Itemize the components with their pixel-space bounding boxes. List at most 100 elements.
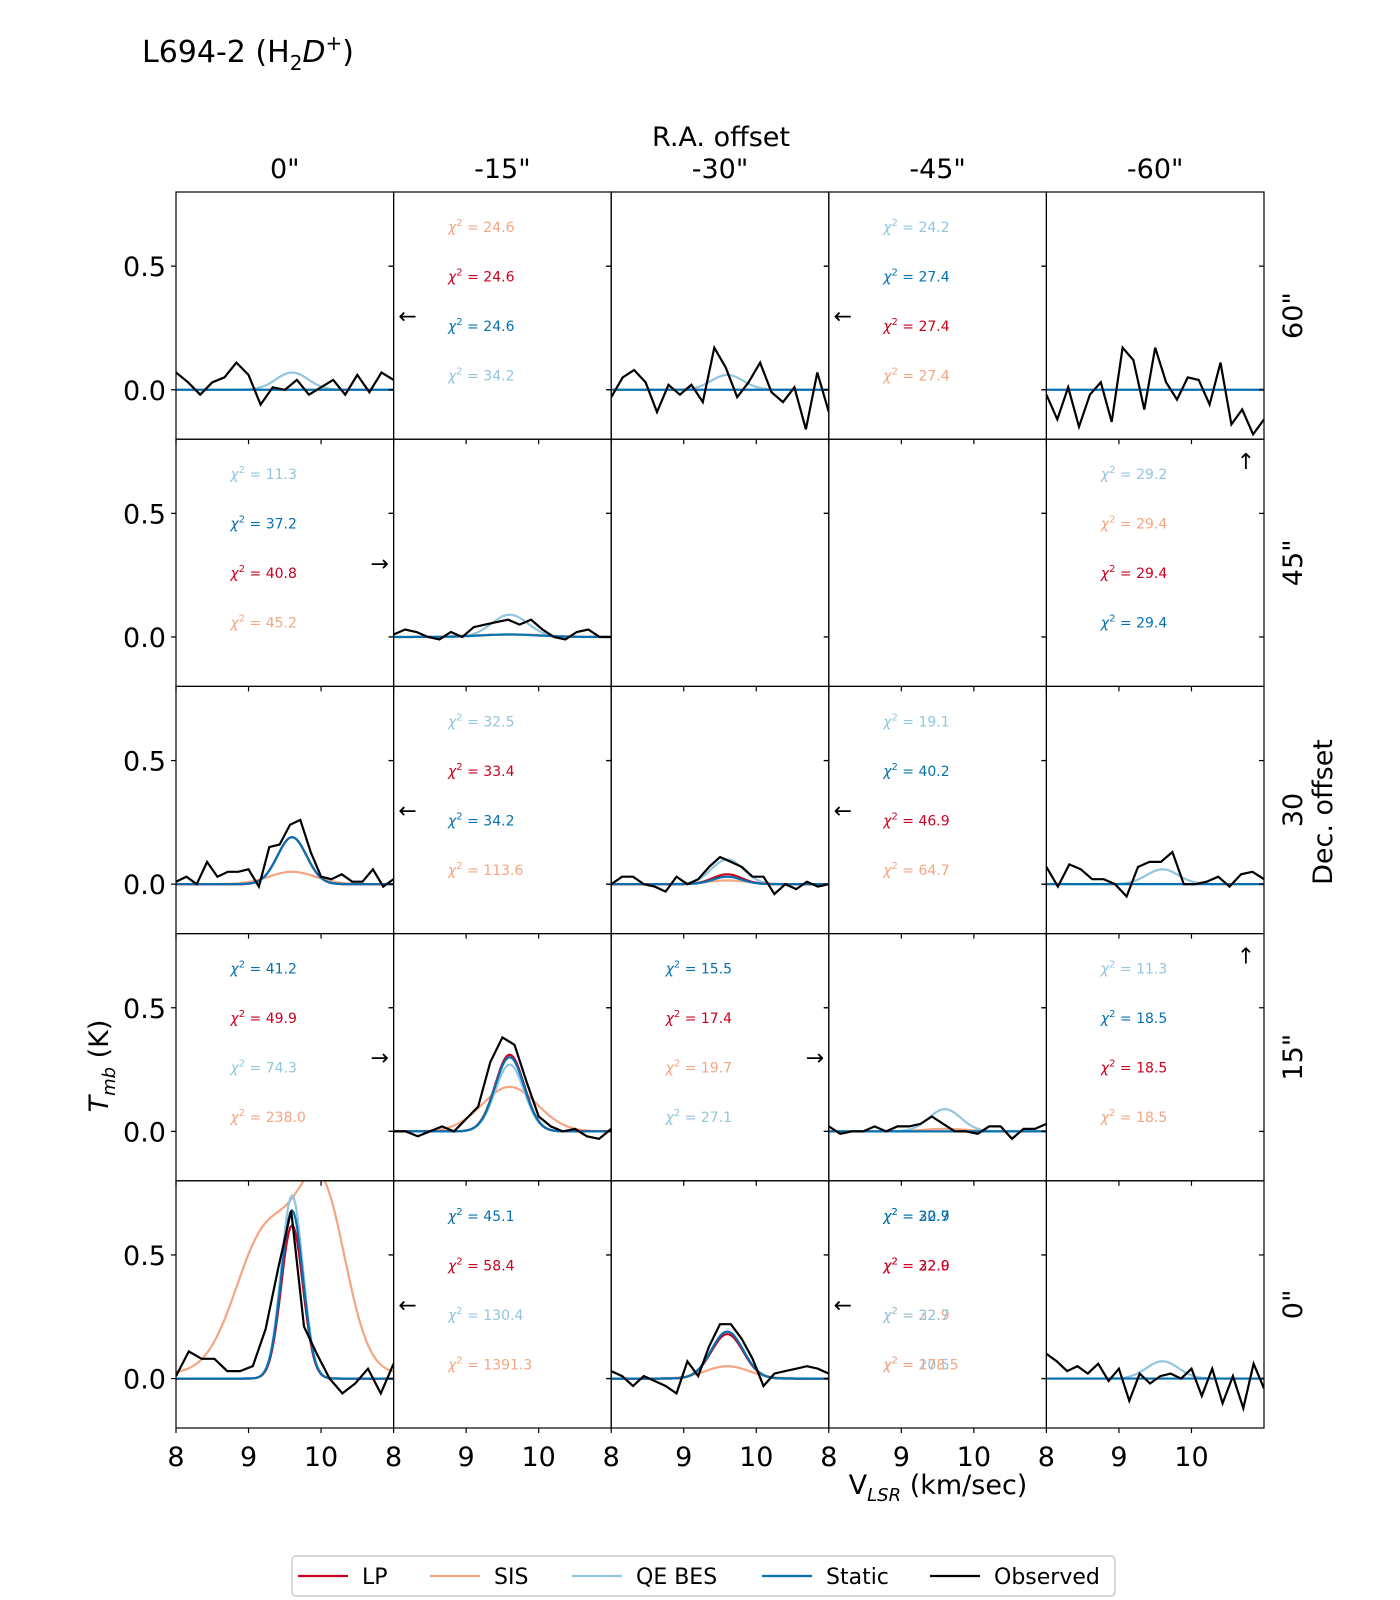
panel-frame (610, 1180, 830, 1429)
x-tick-label: 10 (521, 1442, 555, 1473)
y-tick-label: 0.5 (123, 252, 166, 283)
y-tick-label: 0.5 (123, 994, 166, 1025)
chi-label-a-1: χ2 = 17.4 (665, 1009, 733, 1027)
model-line-static (176, 836, 394, 886)
chi-label-b-3: χ2 = 178.5 (882, 1355, 958, 1373)
panel-frame (828, 932, 1047, 1182)
panel-frame (610, 191, 830, 440)
x-tick-label: 10 (304, 1442, 338, 1473)
y-tick-label: 0.0 (123, 623, 166, 654)
chi-label-a-0: χ2 = 32.5 (447, 712, 514, 730)
panel-r1-c3 (823, 438, 1047, 692)
observed-spectrum (1046, 850, 1265, 899)
x-tick-label: 10 (957, 1442, 991, 1473)
ra-offset-label: R.A. offset (652, 122, 790, 153)
x-tick-label: 8 (385, 1442, 402, 1473)
y-tick-label: 0.0 (123, 1365, 166, 1396)
panel-r0-c1: χ2 = 24.6 χ2 = 24.6 χ2 = 24.6 χ2 = 34.2 ← (388, 191, 612, 445)
chi-label-a-2: χ2 = 19.7 (665, 1059, 732, 1077)
chi-label-a-0: χ2 = 11.3 (229, 465, 296, 483)
chi-label-a-2: χ2 = 46.9 (882, 811, 949, 829)
y-axis-label-main: T (84, 1093, 115, 1112)
panel-r3-c1 (388, 932, 612, 1186)
chi-label-a-2: χ2 = 22.9 (882, 1306, 949, 1324)
observed-spectrum (1046, 345, 1265, 437)
panel-plot-area (393, 1035, 612, 1140)
direction-arrow: ↑ (1237, 945, 1255, 970)
title-close: ) (342, 35, 354, 70)
x-tick-label: 10 (739, 1442, 773, 1473)
chi-label-a-1: χ2 = 40.2 (882, 762, 949, 780)
chi-label-a-2: χ2 = 34.2 (447, 811, 514, 829)
y-tick-label: 0.5 (123, 1241, 166, 1272)
title-italic: D (302, 35, 325, 70)
panel-frame (1045, 685, 1265, 935)
panel-frame (175, 685, 395, 935)
x-axis-label: VLSR (km/sec) (849, 1470, 1028, 1506)
observed-spectrum (1046, 1352, 1265, 1413)
direction-arrow: ← (834, 1293, 852, 1318)
chi-label-a-3: χ2 = 45.2 (229, 614, 296, 632)
panel-r0-c4 (1041, 191, 1265, 445)
chi-label-a-3: χ2 = 1391.3 (447, 1355, 532, 1373)
chi-label-a-3: χ2 = 238.0 (229, 1108, 305, 1126)
observed-spectrum (611, 344, 829, 430)
panel-frame (610, 438, 830, 688)
panel-plot-area (176, 818, 394, 890)
direction-arrow: ← (398, 305, 416, 330)
panel-frame (175, 191, 395, 440)
legend-label: Static (826, 1565, 889, 1590)
legend-frame (291, 1555, 1116, 1597)
chi-label-a-3: χ2 = 34.2 (447, 367, 514, 385)
model-line-qe-bes (393, 1063, 612, 1133)
y-axis-label-sub: mb (99, 1067, 120, 1096)
panel-plot-area (393, 613, 612, 641)
x-tick-label: 8 (820, 1442, 837, 1473)
panel-frame (1045, 1180, 1265, 1429)
panel-frame (828, 438, 1047, 688)
row-label-4: 0" (1278, 1290, 1309, 1320)
panel-plot-area (611, 1323, 829, 1396)
chi-label-a-1: χ2 = 27.4 (882, 268, 950, 286)
chi-label-a-0: χ2 = 11.3 (1100, 960, 1167, 978)
panel-r2-c1: χ2 = 32.5 χ2 = 33.4 χ2 = 34.2 χ2 = 113.6 ← (388, 685, 612, 939)
x-axis-label-unit: (km/sec) (901, 1470, 1027, 1501)
x-tick-label: 8 (167, 1442, 184, 1473)
chi-label-a-0: χ2 = 29.2 (1100, 465, 1167, 483)
panel-r3-c2: χ2 = 15.5 χ2 = 17.4 χ2 = 19.7 χ2 = 27.1 → (606, 932, 830, 1186)
observed-spectrum (176, 360, 394, 407)
model-line-static (393, 1056, 612, 1133)
panel-r3-c3 (823, 932, 1047, 1186)
x-tick-label: 8 (1038, 1442, 1055, 1473)
chi-label-a-2: χ2 = 24.6 (447, 317, 515, 335)
chi-label-a-3: χ2 = 27.4 (882, 367, 950, 385)
panel-frame (610, 685, 830, 935)
panel-r4-c3: 8 9 10 χ2 = 22.9 χ2 = 22.0 χ2 = 22.9 χ2 = 20.5… (820, 1180, 1047, 1473)
x-tick-label: 9 (675, 1442, 692, 1473)
chi-label-a-0: χ2 = 24.2 (882, 218, 949, 236)
observed-spectrum (176, 818, 394, 890)
chi-label-a-1: χ2 = 29.4 (1100, 515, 1168, 533)
y-tick-label: 0.0 (123, 1117, 166, 1148)
panel-r4-c2: 8 9 10 (603, 1180, 830, 1473)
panel-plot-area (176, 1180, 394, 1396)
chi-label-a-2: χ2 = 130.4 (447, 1306, 523, 1324)
direction-arrow: → (370, 552, 388, 577)
model-line-lp (611, 873, 829, 886)
legend-item-qe-bes: QE BES (572, 1565, 717, 1590)
model-line-qe-bes (1046, 868, 1264, 886)
panel-r1-c0: 0.0 0.5 χ2 = 11.3 χ2 = 37.2 χ2 = 40.8 χ2 = 45… (123, 438, 395, 692)
model-line-lp (611, 1332, 829, 1380)
y-tick-label: 0.0 (123, 376, 166, 407)
observed-spectrum (611, 1323, 829, 1396)
legend-item-observed: Observed (930, 1565, 1100, 1590)
dec-offset-label: Dec. offset (1308, 739, 1339, 885)
col-label-1: -15" (474, 154, 531, 185)
row-label-2: 30 (1278, 793, 1309, 827)
chi-label-a-3: χ2 = 64.7 (882, 861, 949, 879)
chi-label-b-0: χ2 = 30.7 (882, 1207, 949, 1225)
direction-arrow: ← (398, 1293, 416, 1318)
observed-spectrum (393, 1035, 612, 1140)
chi-label-b-2: χ2 = 32.7 (882, 1306, 949, 1324)
